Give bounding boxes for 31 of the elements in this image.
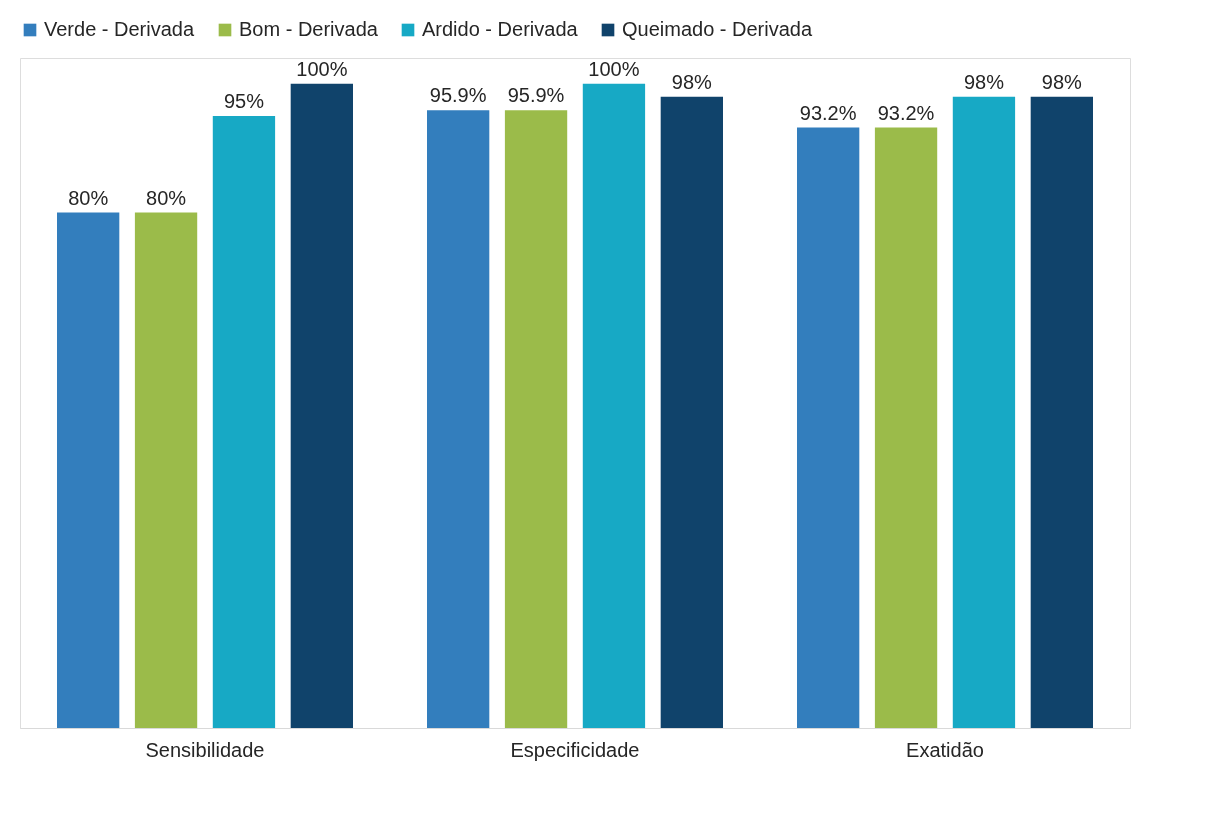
x-tick-label: Especificidade — [510, 738, 640, 761]
bar — [427, 110, 490, 728]
data-label: 95.9% — [429, 84, 487, 107]
x-tick-label: Exatidão — [906, 738, 984, 761]
bar — [134, 212, 198, 728]
bar — [504, 110, 568, 728]
data-label: 93.2% — [799, 101, 857, 124]
legend-label: Ardido - Derivada — [422, 18, 579, 40]
legend-label: Bom - Derivada — [239, 18, 379, 40]
legend-label: Verde - Derivada — [44, 18, 195, 40]
bar — [1030, 96, 1093, 728]
bar — [874, 127, 938, 728]
data-label: 93.2% — [877, 101, 935, 124]
data-label: 95% — [223, 89, 265, 112]
bar — [57, 212, 120, 728]
bar — [582, 83, 646, 728]
data-label: 80% — [68, 186, 109, 209]
legend-label: Queimado - Derivada — [622, 18, 813, 40]
data-label: 100% — [296, 57, 348, 80]
bar — [212, 115, 276, 728]
data-label: 98% — [1041, 70, 1083, 93]
data-label: 95.9% — [507, 84, 565, 107]
data-label: 80% — [146, 186, 187, 209]
bar — [797, 127, 860, 728]
bar — [660, 96, 723, 728]
x-tick-label: Sensibilidade — [145, 738, 265, 761]
bar — [290, 83, 353, 728]
data-label: 98% — [671, 70, 713, 93]
data-label: 100% — [588, 57, 640, 80]
data-label: 98% — [963, 70, 1005, 93]
bar — [952, 96, 1016, 728]
